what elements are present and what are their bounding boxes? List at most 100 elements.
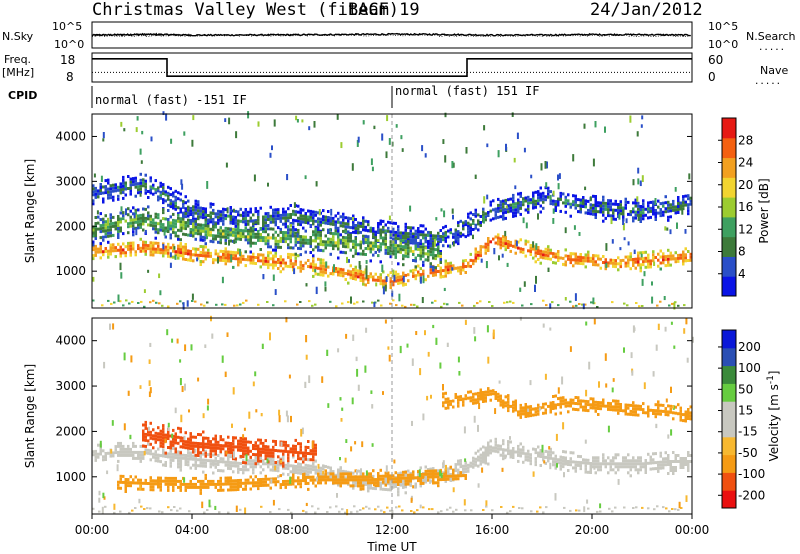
echo-cell xyxy=(337,256,340,260)
echo-cell xyxy=(427,468,430,471)
echo-cell xyxy=(224,479,227,483)
echo-cell xyxy=(364,478,367,482)
echo-cell xyxy=(477,464,480,468)
echo-cell xyxy=(279,270,282,274)
echo-cell xyxy=(184,227,187,231)
echo-cell xyxy=(569,255,572,259)
echo-cell xyxy=(125,208,127,216)
echo-cell xyxy=(129,180,132,184)
echo-cell xyxy=(97,215,100,219)
echo-cell xyxy=(172,246,175,250)
echo-cell xyxy=(194,253,197,257)
echo-cell xyxy=(504,239,507,243)
echo-cell xyxy=(204,485,207,489)
echo-cell xyxy=(147,448,150,452)
echo-cell xyxy=(489,200,492,204)
echo-cell xyxy=(271,145,273,151)
echo-cell xyxy=(564,204,567,208)
cpid-row: CPID normal (fast) -151 IF normal (fast)… xyxy=(8,84,540,108)
echo-cell xyxy=(164,451,167,455)
echo-cell xyxy=(179,439,182,443)
echo-cell xyxy=(287,207,290,211)
echo-cell xyxy=(149,449,152,453)
echo-cell xyxy=(404,228,407,232)
echo-cell xyxy=(342,274,345,278)
echo-cell xyxy=(353,302,356,305)
echo-cell xyxy=(254,228,257,232)
echo-cell xyxy=(186,300,189,307)
echo-cell xyxy=(264,262,267,266)
echo-cell xyxy=(329,231,332,235)
echo-cell xyxy=(587,458,590,462)
echo-cell xyxy=(294,234,297,238)
echo-cell xyxy=(187,211,190,215)
echo-cell xyxy=(289,253,292,257)
echo-cell xyxy=(634,407,637,411)
echo-cell xyxy=(194,247,197,251)
echo-cell xyxy=(397,247,400,251)
echo-cell xyxy=(302,214,305,218)
echo-cell xyxy=(537,454,540,458)
echo-cell xyxy=(319,220,322,224)
echo-cell xyxy=(516,132,519,140)
echo-cell xyxy=(272,304,275,307)
echo-cell xyxy=(157,228,160,232)
echo-cell xyxy=(512,193,515,197)
echo-cell xyxy=(199,491,202,495)
echo-cell xyxy=(484,452,487,456)
echo-cell xyxy=(609,402,612,406)
echo-cell xyxy=(427,475,430,479)
echo-cell xyxy=(449,264,452,268)
echo-cell xyxy=(502,244,505,248)
echo-cell xyxy=(227,256,230,260)
echo-cell xyxy=(432,467,435,471)
echo-cell xyxy=(199,458,202,462)
echo-cell xyxy=(629,465,632,469)
echo-cell xyxy=(302,267,305,271)
echo-cell xyxy=(152,241,155,245)
echo-cell xyxy=(129,241,132,245)
echo-cell xyxy=(157,213,160,217)
echo-cell xyxy=(304,472,307,476)
echo-cell xyxy=(404,482,407,486)
freq-label-line2: [MHz] xyxy=(2,66,34,79)
echo-cell xyxy=(212,471,215,475)
echo-cell xyxy=(97,443,100,447)
echo-cell xyxy=(107,451,110,455)
echo-cell xyxy=(654,412,657,416)
echo-cell xyxy=(612,264,615,268)
echo-cell xyxy=(159,193,162,197)
echo-cell xyxy=(349,264,352,268)
echo-cell xyxy=(442,392,445,396)
echo-cell xyxy=(274,462,277,466)
echo-cell xyxy=(212,258,215,262)
echo-cell xyxy=(489,203,492,207)
echo-cell xyxy=(104,191,107,195)
echo-cell xyxy=(592,456,595,460)
echo-cell xyxy=(254,475,257,479)
echo-cell xyxy=(377,278,380,282)
echo-cell xyxy=(619,262,622,266)
echo-cell xyxy=(292,464,295,468)
echo-cell xyxy=(502,457,505,461)
echo-cell xyxy=(139,246,142,250)
echo-cell xyxy=(632,210,635,214)
echo-cell xyxy=(149,188,152,192)
echo-cell xyxy=(547,257,550,261)
echo-cell xyxy=(102,229,105,233)
echo-cell xyxy=(602,261,605,264)
echo-cell xyxy=(427,233,430,237)
echo-cell xyxy=(472,398,475,402)
echo-cell xyxy=(429,231,432,235)
echo-cell xyxy=(264,259,267,263)
echo-cell xyxy=(254,235,257,239)
echo-cell xyxy=(337,211,340,215)
echo-cell xyxy=(319,236,322,240)
echo-cell xyxy=(169,440,172,444)
echo-cell xyxy=(207,251,210,255)
echo-cell xyxy=(232,208,235,213)
echo-cell xyxy=(132,478,135,482)
echo-cell xyxy=(154,434,157,438)
echo-cell xyxy=(119,441,122,445)
